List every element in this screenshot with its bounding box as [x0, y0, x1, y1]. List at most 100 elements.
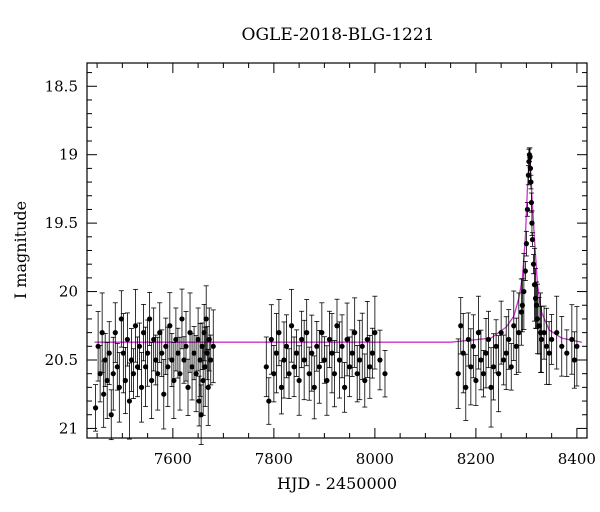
data-marker: [538, 336, 545, 343]
data-marker: [503, 350, 509, 356]
data-marker: [349, 350, 355, 356]
data-marker: [116, 384, 122, 390]
data-marker: [114, 364, 120, 370]
data-point: [316, 330, 322, 404]
data-point: [564, 329, 570, 377]
data-point: [159, 329, 165, 377]
data-point: [524, 202, 531, 217]
data-point: [185, 358, 191, 416]
data-marker: [288, 323, 295, 329]
data-marker: [299, 336, 305, 343]
data-point: [116, 352, 122, 423]
data-marker: [369, 350, 375, 356]
data-marker: [171, 377, 177, 384]
data-point: [268, 304, 274, 375]
data-marker: [569, 336, 575, 343]
data-marker: [331, 371, 338, 377]
data-marker: [316, 364, 322, 370]
data-marker: [157, 330, 163, 336]
data-point: [364, 301, 370, 378]
data-marker: [524, 206, 531, 213]
data-marker: [263, 364, 269, 370]
data-marker: [175, 350, 181, 356]
data-point: [508, 343, 514, 391]
data-marker: [118, 316, 124, 322]
data-point: [528, 174, 534, 190]
data-point: [175, 327, 181, 379]
data-point: [496, 335, 502, 413]
data-marker: [273, 350, 279, 356]
data-marker: [314, 343, 320, 349]
data-marker: [480, 371, 487, 377]
data-point: [362, 353, 368, 408]
data-point: [458, 297, 464, 355]
data-point: [463, 353, 469, 421]
data-marker: [110, 371, 116, 377]
data-point: [263, 336, 269, 398]
data-point: [488, 347, 494, 428]
data-point: [359, 312, 365, 380]
data-marker: [149, 377, 155, 384]
data-marker: [508, 364, 514, 370]
data-point: [299, 310, 305, 369]
data-point: [301, 319, 307, 401]
data-marker: [528, 199, 535, 206]
data-point: [304, 299, 310, 367]
data-point: [281, 321, 287, 399]
data-point: [291, 336, 297, 398]
data-marker: [372, 330, 378, 336]
data-marker: [367, 364, 373, 370]
data-point: [95, 311, 101, 382]
data-marker: [291, 364, 297, 370]
data-marker: [120, 350, 126, 356]
data-point: [522, 261, 528, 282]
data-marker: [92, 405, 99, 411]
data-point: [181, 336, 187, 384]
data-point: [92, 384, 99, 432]
data-marker: [490, 364, 497, 370]
data-point: [142, 326, 149, 407]
data-marker: [344, 336, 350, 343]
data-point: [344, 302, 350, 377]
y-tick-label: 20: [59, 283, 78, 301]
data-point: [177, 336, 183, 411]
data-point: [288, 288, 295, 363]
data-point: [541, 305, 547, 360]
data-marker: [165, 364, 171, 370]
data-marker: [153, 357, 159, 363]
data-marker: [167, 323, 173, 329]
data-marker: [124, 336, 131, 343]
data-marker: [529, 236, 536, 243]
data-point: [559, 316, 565, 377]
data-point: [140, 304, 147, 362]
x-tick-label: 7800: [255, 450, 293, 468]
data-point: [546, 321, 552, 386]
data-marker: [522, 268, 528, 274]
y-tick-label: 20.5: [45, 351, 78, 369]
x-axis-label: HJD - 2450000: [277, 474, 397, 493]
data-point: [538, 305, 545, 373]
data-marker: [145, 350, 151, 356]
data-marker: [304, 330, 310, 336]
data-marker: [132, 323, 139, 329]
data-marker: [104, 377, 110, 384]
data-point: [273, 313, 279, 394]
data-marker: [506, 336, 512, 343]
data-point: [516, 292, 522, 373]
data-marker: [478, 357, 484, 363]
data-point: [321, 336, 327, 384]
data-marker: [193, 371, 199, 377]
y-tick-label: 19: [59, 146, 78, 164]
x-tick-label: 8400: [558, 450, 596, 468]
data-marker: [460, 350, 466, 356]
data-marker: [496, 371, 502, 377]
data-marker: [501, 357, 507, 363]
data-point: [460, 313, 466, 394]
data-point: [465, 312, 471, 367]
data-marker: [102, 357, 108, 363]
data-point: [334, 298, 340, 353]
data-marker: [564, 350, 570, 356]
data-marker: [179, 316, 185, 322]
data-marker: [191, 350, 197, 356]
data-marker: [319, 330, 325, 336]
